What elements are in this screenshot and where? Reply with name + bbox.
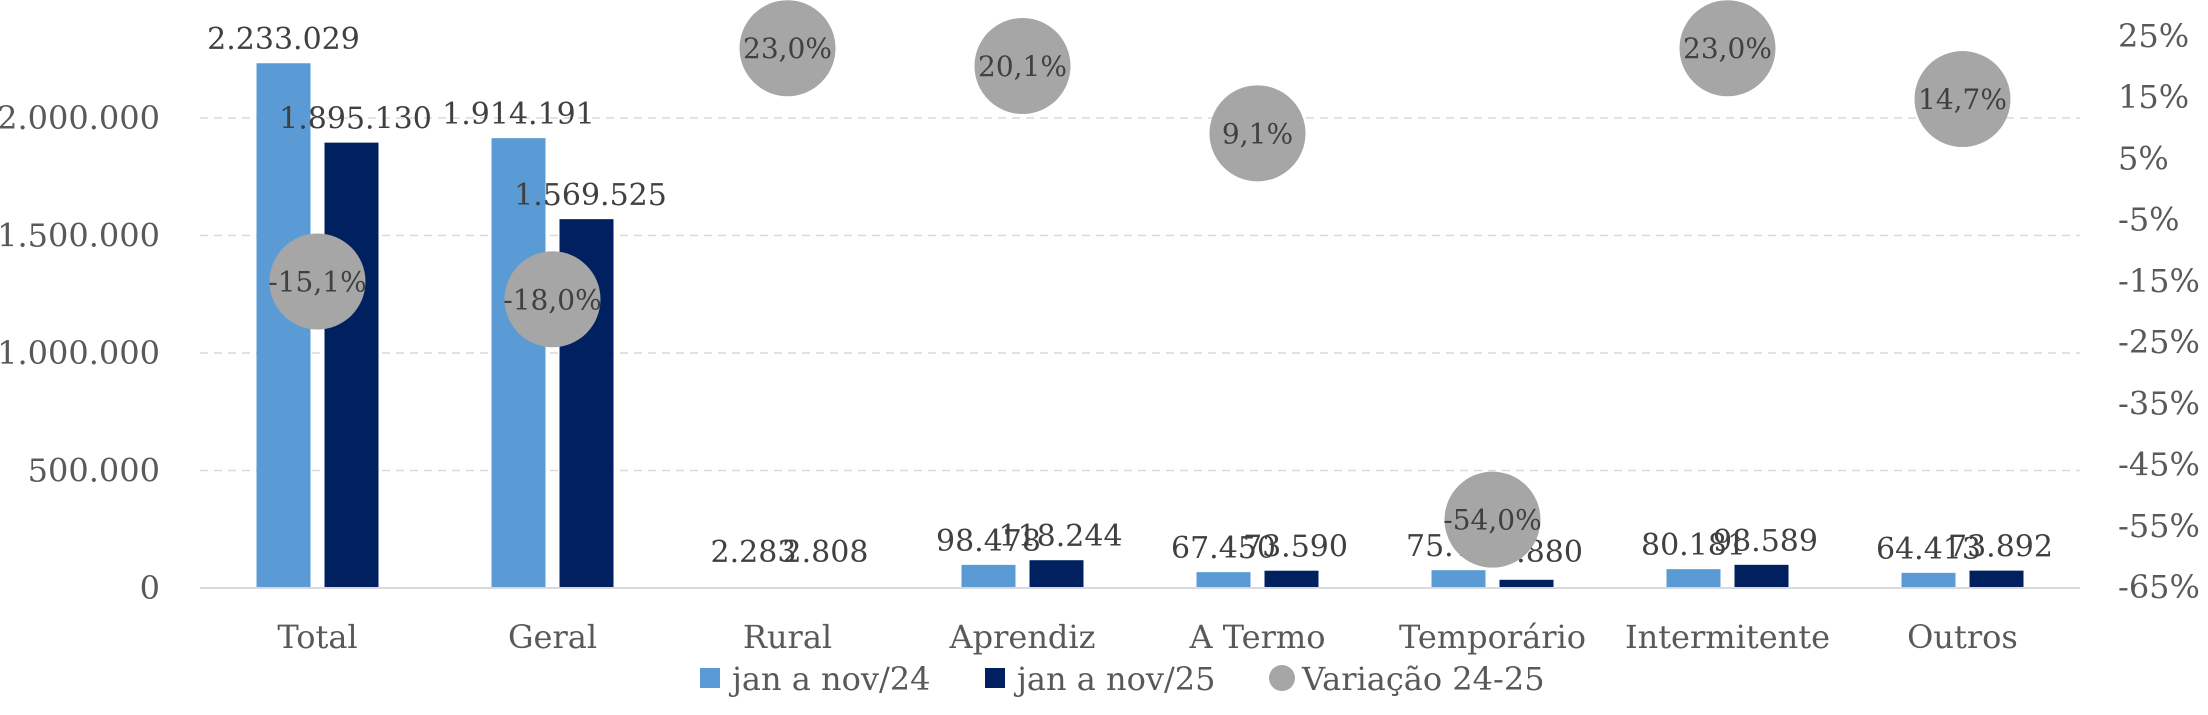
left-tick-label: 0 [140,569,160,607]
category-label: Outros [1907,618,2018,656]
right-tick-label: -55% [2118,507,2200,545]
data-label-jan-nov-25: 98.589 [1713,524,1818,559]
variation-label: -18,0% [503,283,601,316]
left-tick-label: 1.000.000 [0,334,160,372]
data-label-jan-nov-24: 1.914.191 [442,97,595,132]
variation-point [1444,471,1541,568]
right-tick-label: -35% [2118,384,2200,422]
left-tick-label: 1.500.000 [0,217,160,255]
right-tick-label: -65% [2118,568,2200,606]
left-axis-ticks: 0 500.000 1.000.000 1.500.000 2.000.000 [0,99,160,607]
variation-label: 9,1% [1222,117,1293,150]
bar-3-jan-nov-24 [961,564,1016,588]
bar-4-jan-nov-25 [1264,570,1319,588]
right-tick-label: 25% [2118,17,2189,55]
category-label: Rural [743,618,832,656]
bar-4-jan-nov-24 [1196,572,1251,588]
variation-label: 23,0% [743,32,832,65]
right-tick-label: -45% [2118,446,2200,484]
bar-0-jan-nov-25 [324,142,379,588]
legend-label: Variação 24-25 [1301,660,1545,698]
bar-5-jan-nov-25 [1499,579,1554,588]
bar-data-labels: 2.233.029 1.895.130 1.914.191 1.569.525 2.28… [207,22,2053,570]
variation-point [1209,85,1306,182]
right-tick-label: -15% [2118,262,2200,300]
legend-label: jan a nov/24 [728,660,930,698]
variation-label: -54,0% [1443,504,1541,537]
category-label: Temporário [1399,618,1586,656]
legend-swatch [1269,665,1295,691]
left-tick-label: 500.000 [28,452,160,490]
bar-7-jan-nov-25 [1969,570,2024,588]
gridlines [200,117,2080,472]
right-tick-label: -5% [2118,201,2180,239]
data-label-jan-nov-24: 98.478 [936,524,1041,559]
data-label-jan-nov-25: 1.569.525 [514,178,667,213]
data-label-jan-nov-24: 2.233.029 [207,22,360,57]
bar-3-jan-nov-25 [1029,560,1084,588]
category-label: A Termo [1189,618,1326,656]
bar-6-jan-nov-24 [1666,569,1721,588]
data-label-jan-nov-25: 2.808 [783,535,869,570]
variation-points: -15,1% -18,0% 23,0% 20,1% 9,1% -54,0% 23,0% 14,… [268,0,2011,568]
data-label-jan-nov-25: 1.895.130 [279,102,432,137]
category-label: Intermitente [1625,618,1830,656]
bar-5-jan-nov-24 [1431,570,1486,588]
variation-point [1679,0,1776,97]
variation-label: -15,1% [268,266,366,299]
right-tick-label: -25% [2118,323,2200,361]
variation-label: 23,0% [1683,32,1772,65]
category-label: Geral [508,618,597,656]
right-tick-label: 15% [2118,78,2189,116]
data-label-jan-nov-24: 67.450 [1171,531,1276,566]
variation-point [269,233,366,330]
data-label-jan-nov-25: 73.590 [1243,530,1348,565]
variation-label: 20,1% [978,50,1067,83]
category-label: Aprendiz [948,618,1095,656]
bar-7-jan-nov-24 [1901,572,1956,588]
legend-label: jan a nov/25 [1013,660,1215,698]
right-axis-ticks: -65% -55% -45% -35% -25% -15% -5% 5% 15% 25% [2118,17,2200,606]
legend-swatch [985,668,1005,688]
bar-6-jan-nov-25 [1734,564,1789,588]
category-label: Total [277,618,357,656]
legend-swatch [700,668,720,688]
variation-point [1914,51,2011,148]
variation-point [974,17,1071,114]
data-label-jan-nov-25: 118.244 [998,519,1122,554]
right-tick-label: 5% [2118,139,2169,177]
data-label-jan-nov-24: 2.283 [711,535,797,570]
data-label-jan-nov-25: 73.892 [1948,530,2053,565]
category-labels: Total Geral Rural Aprendiz A Termo Temporário… [277,618,2017,656]
variation-label: 14,7% [1918,83,2007,116]
data-label-jan-nov-24: 80.181 [1641,528,1746,563]
legend: jan a nov/24 jan a nov/25 Variação 24-25 [700,660,1545,698]
variation-point [504,251,601,348]
bar-1-jan-nov-24 [491,138,546,589]
data-label-jan-nov-24: 64.413 [1876,532,1981,567]
variation-point [739,0,836,97]
left-tick-label: 2.000.000 [0,99,160,137]
